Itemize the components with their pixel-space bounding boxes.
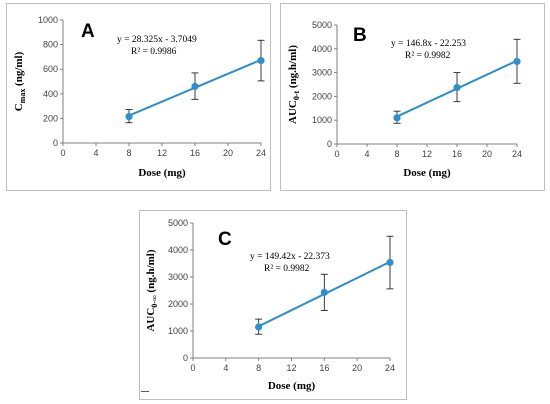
data-point xyxy=(513,57,521,66)
y-tick-label: 4000 xyxy=(312,44,332,54)
x-tick-label: 20 xyxy=(352,363,362,373)
y-tick-label: 800 xyxy=(43,40,58,50)
data-point xyxy=(386,258,394,267)
chart-panel-a: 0 200 400 600 800 1000 0 4 8 12 16 20 24 y = 28.325x … xyxy=(6,3,271,191)
x-axis-label: Dose (mg) xyxy=(268,380,316,392)
data-point xyxy=(125,112,133,121)
y-tick-label: 5000 xyxy=(168,218,188,228)
y-tick-label: 400 xyxy=(43,89,58,99)
r-squared-label: R² = 0.9982 xyxy=(264,264,310,274)
y-tick-label: 2000 xyxy=(312,91,332,101)
y-tick-label: 0 xyxy=(327,139,332,149)
x-tick-label: 0 xyxy=(60,148,65,158)
y-tick-label: 0 xyxy=(53,138,58,148)
x-tick-label: 12 xyxy=(157,148,167,158)
y-axis-label-unit: (ng.h/ml) xyxy=(287,45,299,91)
x-tick-label: 8 xyxy=(394,149,399,159)
y-tick-label: 1000 xyxy=(168,326,188,336)
x-tick-label: 20 xyxy=(482,149,492,159)
y-axis-label: Cmax (ng/ml) xyxy=(13,51,27,111)
y-axis-label-subscript: max xyxy=(18,89,27,104)
chart-panel-b: 0 1000 2000 3000 4000 5000 0 4 8 12 16 20 24 y = 146.… xyxy=(280,3,545,191)
r-squared-label: R² = 0.9982 xyxy=(405,51,451,61)
y-axis-label-unit: (ng/ml) xyxy=(13,51,25,88)
x-axis-label: Dose (mg) xyxy=(138,167,186,179)
data-point xyxy=(257,56,265,65)
x-tick-label: 12 xyxy=(286,363,296,373)
chart-panel-c: 0 1000 2000 3000 4000 5000 0 4 8 12 16 20 24 y = 149.… xyxy=(139,210,407,400)
panel-letter-c: C xyxy=(218,229,232,250)
x-tick-label: 4 xyxy=(93,148,98,158)
trendline-equation: y = 28.325x - 3.7049 xyxy=(117,35,197,45)
y-tick-label: 0 xyxy=(183,353,188,363)
x-tick-label: 0 xyxy=(190,363,195,373)
x-tick-label: 24 xyxy=(256,148,266,158)
y-tick-label: 600 xyxy=(43,64,58,74)
y-axis-label-unit: (ng.h/ml) xyxy=(145,249,157,295)
y-axis-label-main: AUC xyxy=(145,308,157,332)
y-tick-label: 3000 xyxy=(168,272,188,282)
chart-b-svg: 0 1000 2000 3000 4000 5000 0 4 8 12 16 20 24 y = 146.… xyxy=(287,20,522,179)
y-tick-label: 1000 xyxy=(38,15,58,25)
stray-dash-mark xyxy=(141,391,149,392)
r-squared-label: R² = 0.9986 xyxy=(131,47,177,57)
x-axis-label: Dose (mg) xyxy=(403,167,451,179)
x-tick-label: 24 xyxy=(385,363,395,373)
panel-letter-b: B xyxy=(353,25,367,46)
x-tick-label: 0 xyxy=(334,149,339,159)
x-tick-label: 16 xyxy=(319,363,329,373)
chart-c-svg: 0 1000 2000 3000 4000 5000 0 4 8 12 16 20 24 y = 149.… xyxy=(145,218,395,392)
y-tick-label: 5000 xyxy=(312,20,332,30)
data-point xyxy=(453,83,461,92)
data-point xyxy=(393,114,401,122)
x-tick-label: 8 xyxy=(126,148,131,158)
x-tick-label: 20 xyxy=(223,148,233,158)
x-tick-label: 4 xyxy=(223,363,228,373)
y-tick-label: 3000 xyxy=(312,68,332,78)
y-axis-label-main: AUC xyxy=(287,100,299,124)
data-point xyxy=(191,82,199,91)
y-axis-label-subscript: 0-∞ xyxy=(150,295,159,308)
trendline-equation: y = 146.8x - 22.253 xyxy=(391,39,466,49)
x-tick-label: 12 xyxy=(422,149,432,159)
y-tick-label: 200 xyxy=(43,113,58,123)
chart-a-svg: 0 200 400 600 800 1000 0 4 8 12 16 20 24 y = 28.325x … xyxy=(13,15,266,179)
panel-letter-a: A xyxy=(81,21,95,42)
y-axis-label: AUC0-∞ (ng.h/ml) xyxy=(145,249,159,331)
data-point xyxy=(255,323,263,331)
x-tick-label: 4 xyxy=(364,149,369,159)
y-axis-label-subscript: 0-t xyxy=(292,91,301,101)
x-tick-label: 24 xyxy=(512,149,522,159)
y-tick-label: 1000 xyxy=(312,115,332,125)
y-axis-label: AUC0-t (ng.h/ml) xyxy=(287,45,301,124)
trendline-equation: y = 149.42x - 22.373 xyxy=(250,252,330,262)
x-tick-label: 16 xyxy=(452,149,462,159)
y-tick-label: 4000 xyxy=(168,245,188,255)
y-axis-label-main: C xyxy=(13,103,25,111)
data-point xyxy=(320,288,328,296)
x-tick-label: 16 xyxy=(190,148,200,158)
y-tick-label: 2000 xyxy=(168,299,188,309)
x-tick-label: 8 xyxy=(256,363,261,373)
